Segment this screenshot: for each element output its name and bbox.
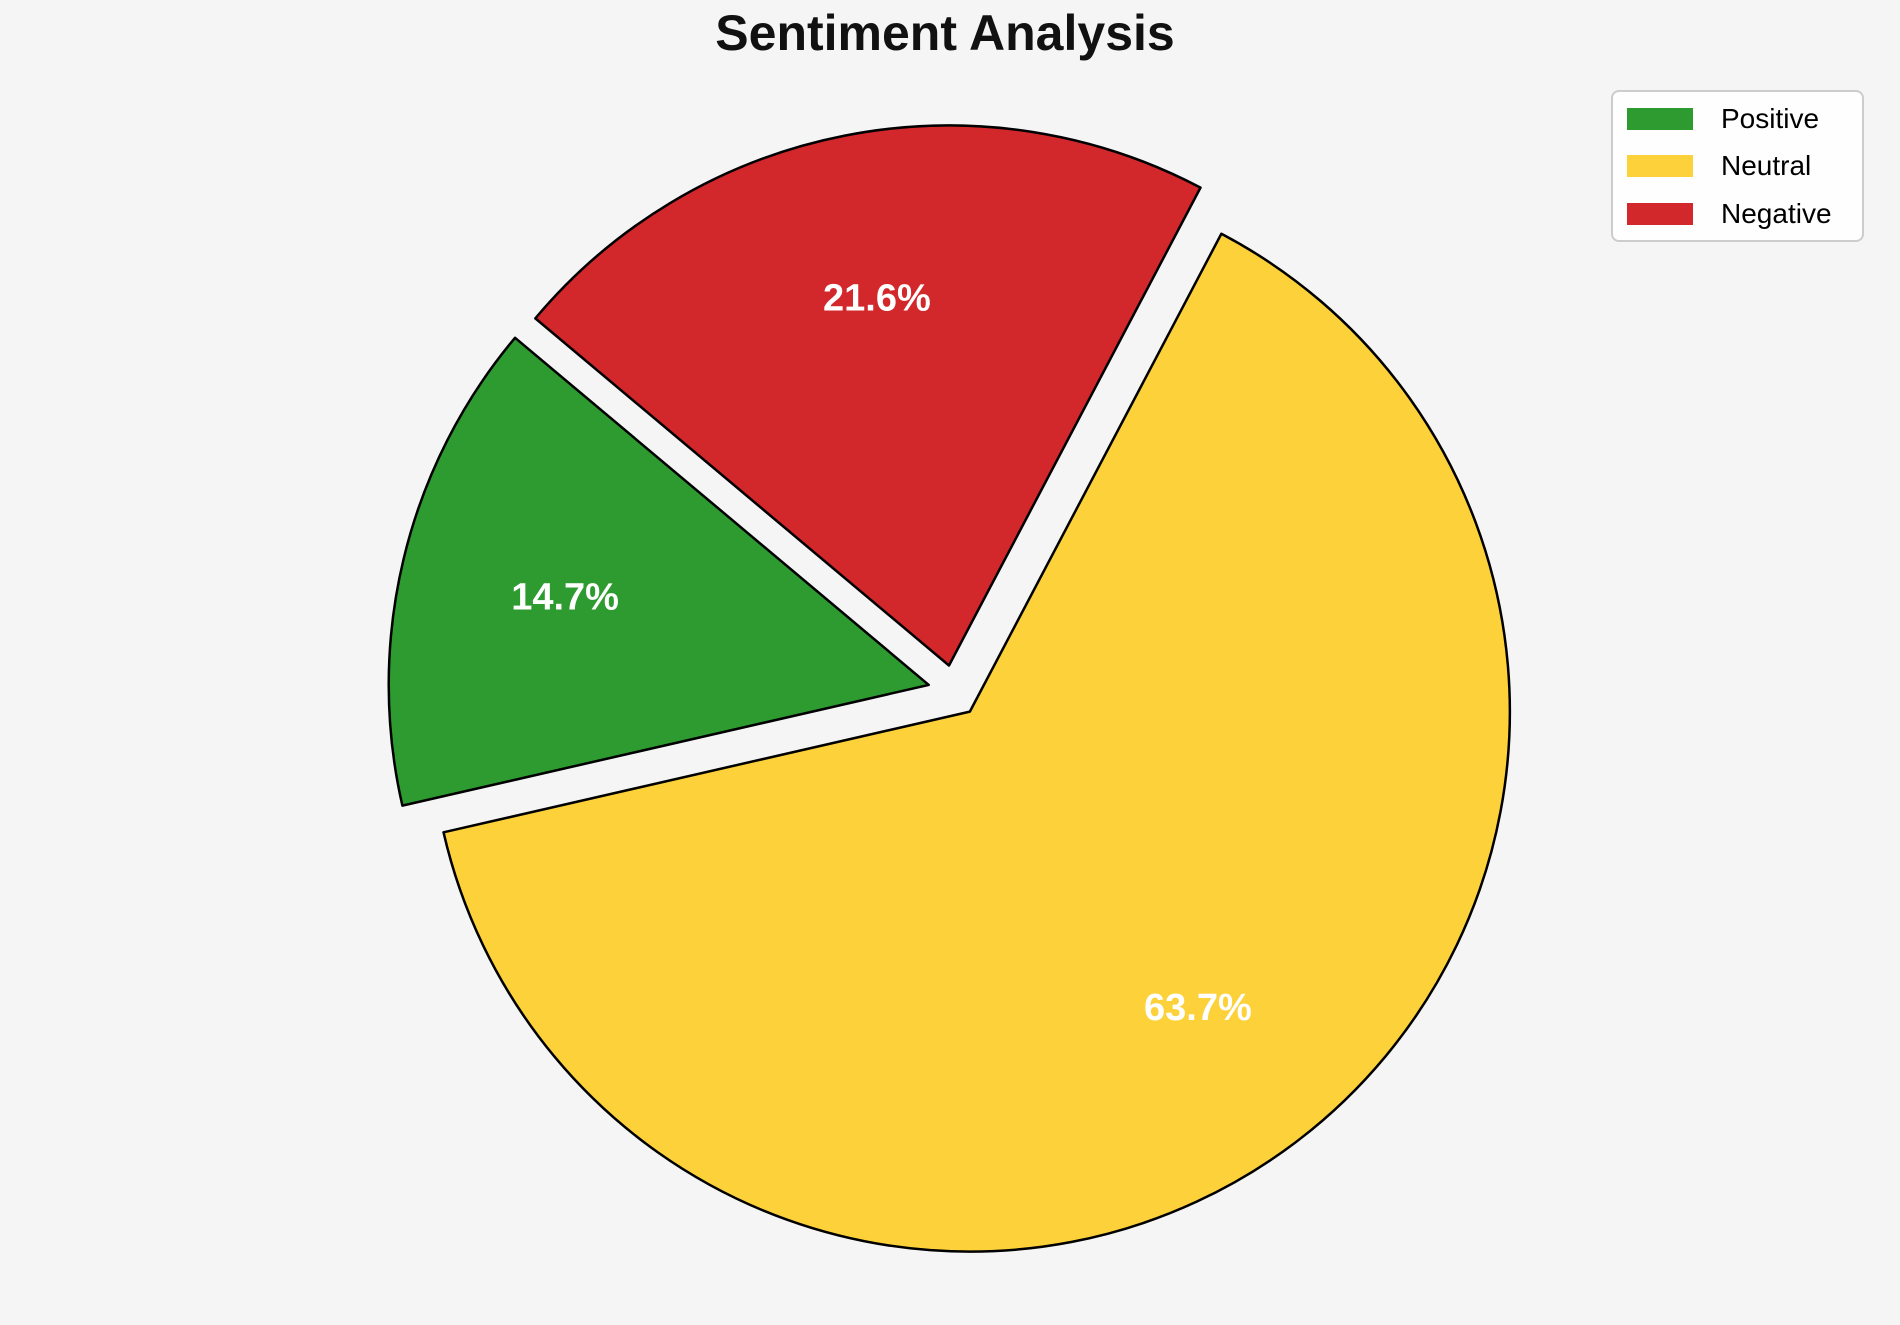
legend-label-negative: Negative	[1721, 197, 1832, 229]
legend-swatch-negative	[1627, 202, 1693, 225]
legend-item-positive: Positive	[1627, 95, 1848, 143]
legend-swatch-positive	[1627, 107, 1693, 130]
legend-item-negative: Negative	[1627, 190, 1848, 238]
pct-label-positive: 14.7%	[511, 576, 619, 618]
legend-swatch-neutral	[1627, 155, 1693, 177]
legend-label-neutral: Neutral	[1721, 150, 1812, 181]
pct-label-neutral: 63.7%	[1144, 987, 1252, 1029]
legend: Positive Neutral Negative	[1611, 90, 1864, 242]
pie-slice-positive	[387, 336, 930, 807]
legend-label-positive: Positive	[1721, 102, 1820, 134]
pie-slice-negative	[534, 124, 1202, 667]
chart-title: Sentiment Analysis	[715, 5, 1175, 61]
pie-slice-neutral	[442, 232, 1512, 1253]
legend-item-neutral: Neutral	[1627, 142, 1848, 190]
pct-label-negative: 21.6%	[823, 278, 931, 320]
